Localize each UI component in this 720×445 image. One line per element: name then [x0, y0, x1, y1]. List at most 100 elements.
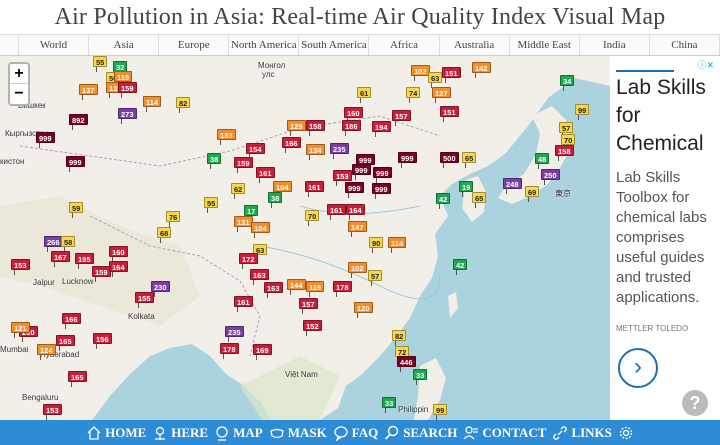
nav-here[interactable]: HERE [152, 425, 208, 441]
aqi-marker[interactable]: 235 [225, 326, 244, 342]
aqi-marker[interactable]: 178 [220, 343, 239, 359]
aqi-marker[interactable]: 137 [79, 84, 98, 100]
aqi-marker[interactable]: 48 [535, 153, 550, 169]
ad-choices-icon[interactable]: ⓘ✕ [697, 60, 714, 70]
aqi-marker[interactable]: 57 [559, 122, 574, 138]
aqi-marker[interactable]: 159 [234, 157, 253, 173]
aqi-marker[interactable]: 169 [253, 344, 272, 360]
aqi-marker[interactable]: 38 [268, 192, 283, 208]
aqi-marker[interactable]: 147 [348, 221, 367, 237]
zoom-out-button[interactable]: − [14, 85, 24, 102]
aqi-marker[interactable]: 161 [256, 167, 275, 183]
aqi-marker[interactable]: 158 [306, 120, 325, 136]
ad-title[interactable]: Lab Skills for Chemical [616, 76, 706, 155]
tab-africa[interactable]: Africa [368, 35, 438, 55]
aqi-marker[interactable]: 163 [250, 269, 269, 285]
aqi-marker[interactable]: 235 [330, 143, 349, 159]
aqi-marker[interactable]: 133 [217, 129, 236, 145]
aqi-marker[interactable]: 61 [357, 87, 372, 103]
tab-world[interactable]: World [18, 35, 88, 55]
tab-south-america[interactable]: South America [298, 35, 368, 55]
aqi-marker[interactable]: 230 [151, 281, 170, 297]
advertisement[interactable]: ⓘ✕ Lab Skills for Chemical Lab Skills To… [610, 56, 720, 420]
aqi-marker[interactable]: 167 [51, 251, 70, 267]
aqi-marker[interactable]: 104 [251, 222, 270, 238]
aqi-marker[interactable]: 124 [37, 344, 56, 360]
aqi-marker[interactable]: 153 [43, 404, 62, 420]
aqi-marker[interactable]: 102 [348, 262, 367, 278]
aqi-marker[interactable]: 63 [428, 72, 443, 88]
aqi-marker[interactable]: 161 [327, 204, 346, 220]
aqi-marker[interactable]: 38 [207, 153, 222, 169]
aqi-marker[interactable]: 42 [453, 259, 468, 275]
aqi-marker[interactable]: 155 [135, 292, 154, 308]
aqi-marker[interactable]: 82 [176, 97, 191, 113]
aqi-marker[interactable]: 42 [436, 193, 451, 209]
aqi-marker[interactable]: 159 [118, 82, 137, 98]
aqi-marker[interactable]: 70 [561, 134, 576, 150]
aqi-marker[interactable]: 165 [56, 335, 75, 351]
aqi-marker[interactable]: 172 [239, 253, 258, 269]
aqi-marker[interactable]: 166 [282, 137, 301, 153]
aqi-marker[interactable]: 55 [93, 56, 108, 72]
aqi-marker[interactable]: 157 [299, 298, 318, 314]
tab-europe[interactable]: Europe [158, 35, 228, 55]
aqi-marker[interactable]: 248 [503, 178, 522, 194]
aqi-marker[interactable]: 104 [273, 181, 292, 197]
aqi-marker[interactable]: 58 [61, 236, 76, 252]
aqi-marker[interactable]: 266 [44, 236, 63, 252]
aqi-map[interactable]: Монгол улс Бишкек Кыргызстан кистон Jaipur Luc… [0, 56, 610, 420]
nav-map[interactable]: MAP [214, 425, 263, 441]
aqi-marker[interactable]: 34 [560, 75, 575, 91]
aqi-marker[interactable]: 161 [234, 296, 253, 312]
aqi-marker[interactable]: 151 [442, 67, 461, 83]
aqi-marker[interactable]: 999 [352, 164, 371, 180]
aqi-marker[interactable]: 127 [432, 87, 451, 103]
nav-search[interactable]: SEARCH [384, 425, 457, 441]
nav-home[interactable]: HOME [86, 425, 146, 441]
aqi-marker[interactable]: 250 [541, 169, 560, 185]
aqi-marker[interactable]: 194 [372, 121, 391, 137]
aqi-marker[interactable]: 999 [398, 152, 417, 168]
nav-settings[interactable] [618, 425, 634, 441]
aqi-marker[interactable]: 500 [440, 152, 459, 168]
tab-australia[interactable]: Australia [438, 35, 509, 55]
aqi-marker[interactable]: 161 [305, 181, 324, 197]
aqi-marker[interactable]: 165 [68, 371, 87, 387]
aqi-marker[interactable]: 114 [143, 96, 162, 112]
aqi-marker[interactable]: 62 [231, 183, 246, 199]
ad-arrow-icon[interactable]: › [618, 348, 658, 388]
aqi-marker[interactable]: 164 [109, 261, 128, 277]
aqi-marker[interactable]: 74 [406, 87, 421, 103]
aqi-marker[interactable]: 159 [92, 266, 111, 282]
aqi-marker[interactable]: 999 [36, 132, 55, 148]
aqi-marker[interactable]: 55 [204, 197, 219, 213]
aqi-marker[interactable]: 19 [459, 181, 474, 197]
aqi-marker[interactable]: 120 [354, 302, 373, 318]
aqi-marker[interactable]: 273 [118, 108, 137, 124]
aqi-marker[interactable]: 142 [472, 62, 491, 78]
aqi-marker[interactable]: 57 [368, 270, 383, 286]
aqi-marker[interactable]: 164 [346, 204, 365, 220]
tab-middle-east[interactable]: Middle East [508, 35, 579, 55]
aqi-marker[interactable]: 154 [246, 143, 265, 159]
aqi-marker[interactable]: 99 [433, 404, 448, 420]
nav-mask[interactable]: MASK [269, 425, 327, 441]
zoom-in-button[interactable]: + [10, 64, 28, 84]
aqi-marker[interactable]: 999 [66, 156, 85, 172]
nav-faq[interactable]: FAQ [333, 425, 378, 441]
aqi-marker[interactable]: 76 [166, 211, 181, 227]
tab-north-america[interactable]: North America [228, 35, 298, 55]
aqi-marker[interactable]: 178 [333, 281, 352, 297]
aqi-marker[interactable]: 151 [440, 106, 459, 122]
tab-india[interactable]: India [578, 35, 649, 55]
aqi-marker[interactable]: 114 [388, 237, 407, 253]
aqi-marker[interactable]: 65 [472, 192, 487, 208]
aqi-marker[interactable]: 119 [306, 281, 325, 297]
aqi-marker[interactable]: 68 [157, 227, 172, 243]
aqi-marker[interactable]: 90 [369, 237, 384, 253]
aqi-marker[interactable]: 153 [333, 170, 352, 186]
aqi-marker[interactable]: 17 [244, 205, 259, 221]
aqi-marker[interactable]: 65 [462, 152, 477, 168]
aqi-marker[interactable]: 102 [411, 65, 430, 81]
